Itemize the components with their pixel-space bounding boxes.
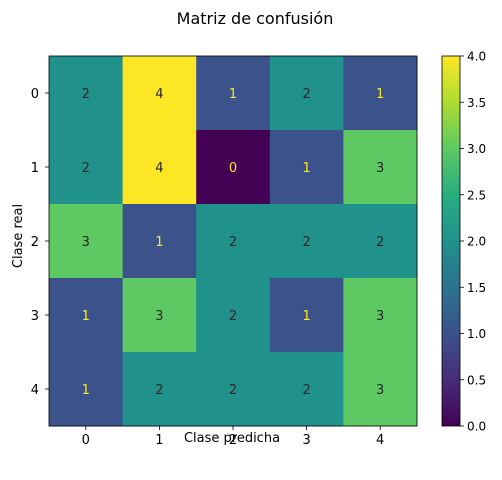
colorbar-tick-label: 2.5 (467, 188, 486, 202)
cell-value-label: 1 (302, 161, 310, 176)
x-axis: 0 1 2 3 4 (82, 426, 384, 448)
heatmap-cell (49, 204, 124, 279)
cell-value-label: 1 (376, 87, 384, 102)
cell-value-label: 2 (229, 235, 237, 250)
cell-value-label: 2 (155, 383, 163, 398)
cell-value-label: 3 (376, 309, 384, 324)
cell-value-label: 2 (302, 383, 310, 398)
cell-value-label: 2 (302, 235, 310, 250)
x-tick-label: 4 (376, 433, 384, 448)
y-tick-label: 2 (31, 235, 39, 250)
x-axis-label: Clase predicha (184, 431, 280, 446)
colorbar-tick-label: 2.0 (467, 235, 486, 249)
cell-value-label: 1 (82, 383, 90, 398)
cell-value-label: 2 (82, 161, 90, 176)
heatmap-cell (196, 278, 271, 353)
colorbar: 0.0 0.5 1.0 1.5 2.0 2.5 3.0 3.5 4.0 (441, 50, 486, 434)
heatmap-cell (343, 130, 418, 205)
heatmap-cell (269, 130, 344, 205)
x-tick-label: 1 (155, 433, 163, 448)
cell-value-label: 2 (82, 87, 90, 102)
heatmap-cell (49, 352, 124, 427)
heatmap-cell (196, 352, 271, 427)
cell-value-label: 3 (376, 383, 384, 398)
y-axis: 0 1 2 3 4 (31, 87, 49, 398)
cell-value-label: 1 (229, 87, 237, 102)
heatmap-cell (122, 204, 197, 279)
heatmap-cell (122, 130, 197, 205)
heatmap-cell (343, 204, 418, 279)
cell-value-label: 2 (229, 309, 237, 324)
colorbar-tick-label: 1.0 (467, 327, 486, 341)
heatmap-grid: 2 4 1 2 1 2 4 0 1 3 3 1 2 2 2 1 3 2 1 3 1 2 2 2 3 (48, 55, 418, 427)
cell-value-label: 2 (376, 235, 384, 250)
heatmap-cell (122, 278, 197, 353)
heatmap-cell (269, 278, 344, 353)
cell-value-label: 0 (229, 161, 237, 176)
heatmap-cell (343, 56, 418, 131)
y-tick-label: 1 (31, 161, 39, 176)
colorbar-gradient (441, 55, 461, 427)
heatmap-cell (122, 352, 197, 427)
colorbar-tick-label: 3.0 (467, 142, 486, 156)
y-tick-label: 0 (31, 87, 39, 102)
heatmap-cell (269, 352, 344, 427)
heatmap-cell (49, 278, 124, 353)
cell-value-label: 3 (376, 161, 384, 176)
cell-value-label: 2 (302, 87, 310, 102)
y-axis-label: Clase real (11, 204, 26, 268)
cell-value-label: 1 (155, 235, 163, 250)
colorbar-tick-label: 4.0 (467, 50, 486, 64)
y-tick-label: 4 (31, 383, 39, 398)
heatmap-cell (196, 204, 271, 279)
cell-value-label: 3 (155, 309, 163, 324)
x-tick-label: 2 (229, 433, 237, 448)
heatmap-cell (49, 130, 124, 205)
chart-title: Matriz de confusión (177, 9, 334, 28)
cell-value-label: 4 (155, 87, 163, 102)
heatmap-cell (269, 56, 344, 131)
colorbar-tick-label: 0.5 (467, 373, 486, 387)
y-tick-label: 3 (31, 309, 39, 324)
heatmap-cell (122, 56, 197, 131)
heatmap-cell (196, 130, 271, 205)
heatmap-cell (343, 352, 418, 427)
colorbar-tick-label: 1.5 (467, 281, 486, 295)
cell-value-label: 2 (229, 383, 237, 398)
cell-value-label: 1 (302, 309, 310, 324)
cell-value-label: 1 (82, 309, 90, 324)
cell-value-label: 4 (155, 161, 163, 176)
colorbar-tick-label: 3.5 (467, 96, 486, 110)
x-tick-label: 3 (302, 433, 310, 448)
x-tick-label: 0 (82, 433, 90, 448)
heatmap-cell (343, 278, 418, 353)
heatmap-cell (196, 56, 271, 131)
colorbar-tick-label: 0.0 (467, 420, 486, 434)
cell-value-label: 3 (82, 235, 90, 250)
heatmap-cell (269, 204, 344, 279)
heatmap-cell (49, 56, 124, 131)
